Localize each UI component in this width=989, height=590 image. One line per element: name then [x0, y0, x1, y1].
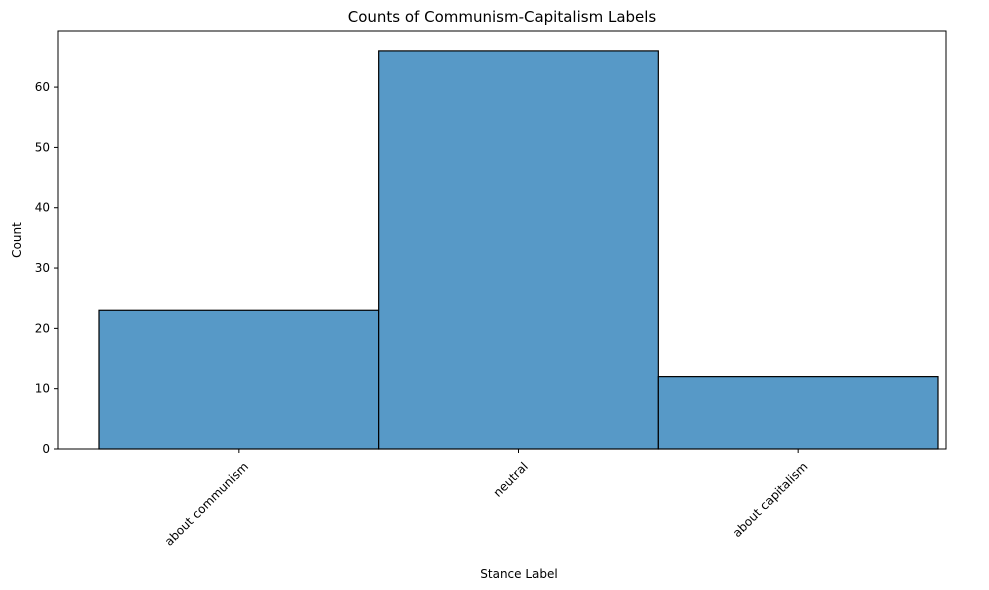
x-tick-label: about communism — [162, 459, 251, 548]
bar-about-capitalism — [657, 376, 939, 450]
x-axis-label: Stance Label — [480, 567, 557, 581]
bar-neutral — [378, 50, 659, 450]
y-axis-label: Count — [10, 222, 24, 258]
x-tick-label: neutral — [491, 459, 531, 499]
y-tick-label: 60 — [35, 80, 50, 94]
y-tick-label: 30 — [35, 261, 50, 275]
y-tick-label: 0 — [42, 442, 50, 456]
y-tick-label: 40 — [35, 201, 50, 215]
plot-frame — [57, 30, 947, 450]
bars — [98, 50, 939, 450]
x-axis: about communism neutral about capitalism — [162, 449, 811, 549]
chart-title: Counts of Communism-Capitalism Labels — [348, 8, 657, 26]
y-axis: 0 10 20 30 40 50 60 — [35, 80, 58, 456]
bar-about-communism — [98, 309, 380, 450]
y-tick-label: 10 — [35, 382, 50, 396]
x-tick-label: about capitalism — [730, 459, 811, 540]
y-tick-label: 50 — [35, 140, 50, 154]
y-tick-label: 20 — [35, 321, 50, 335]
